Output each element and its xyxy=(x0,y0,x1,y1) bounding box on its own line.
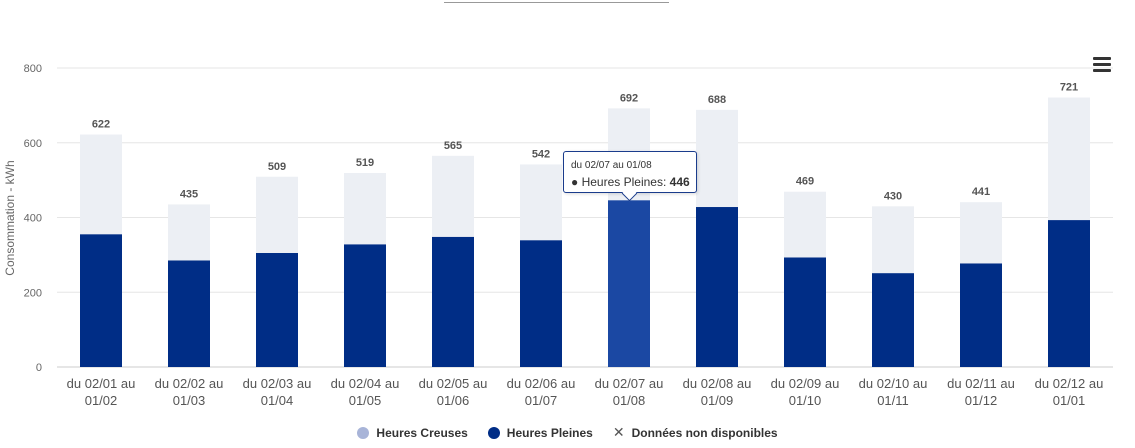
x-category-label: 01/07 xyxy=(525,393,558,408)
bar-heures-pleines[interactable] xyxy=(256,253,298,367)
bar-heures-creuses[interactable] xyxy=(256,176,298,254)
bar-heures-creuses[interactable] xyxy=(960,202,1002,264)
bar-total-label: 692 xyxy=(620,92,638,104)
bar-total-label: 430 xyxy=(884,190,902,202)
x-category-label: du 02/08 au xyxy=(683,376,752,391)
bar-heures-pleines[interactable] xyxy=(872,273,914,367)
x-category-label: 01/12 xyxy=(965,393,998,408)
bar-heures-creuses[interactable] xyxy=(1048,97,1090,221)
bars xyxy=(80,97,1090,367)
tooltip-bullet: ● xyxy=(571,175,579,189)
legend: Heures Creuses Heures Pleines ✕ Données … xyxy=(0,424,1135,441)
y-tick-label: 600 xyxy=(24,138,42,150)
x-category-label: 01/10 xyxy=(789,393,822,408)
bar-heures-pleines[interactable] xyxy=(344,244,386,367)
bar-heures-creuses[interactable] xyxy=(344,173,386,245)
bar-heures-pleines[interactable] xyxy=(168,260,210,367)
tooltip-title: du 02/07 au 01/08 xyxy=(571,160,652,171)
x-icon: ✕ xyxy=(612,424,625,440)
bar-heures-creuses[interactable] xyxy=(696,109,738,208)
bar-total-label: 688 xyxy=(708,94,726,106)
x-category-label: du 02/12 au xyxy=(1035,376,1104,391)
bar-total-label: 519 xyxy=(356,157,374,169)
tooltip-series-name: Heures Pleines xyxy=(581,175,663,189)
y-tick-label: 400 xyxy=(24,213,42,225)
hamburger-menu-icon[interactable] xyxy=(1093,57,1111,73)
bar-total-label: 721 xyxy=(1060,82,1078,94)
legend-label-unavailable: Données non disponibles xyxy=(631,425,778,440)
bar-heures-creuses[interactable] xyxy=(872,206,914,274)
x-category-label: du 02/09 au xyxy=(771,376,840,391)
bar-heures-pleines[interactable] xyxy=(520,240,562,367)
x-category-label: 01/01 xyxy=(1053,393,1086,408)
legend-dot-pleines xyxy=(487,426,500,439)
tooltip-line: ● Heures Pleines: 446 xyxy=(571,175,690,189)
legend-item-donnees-non-disponibles[interactable]: ✕ Données non disponibles xyxy=(613,424,778,441)
bar-heures-creuses[interactable] xyxy=(784,191,826,258)
x-category-label: 01/03 xyxy=(173,393,206,408)
x-category-label: du 02/04 au xyxy=(331,376,400,391)
legend-label-creuses: Heures Creuses xyxy=(376,425,468,440)
x-category-label: du 02/07 au xyxy=(595,376,664,391)
bar-total-label: 435 xyxy=(180,188,198,200)
y-tick-label: 800 xyxy=(24,63,42,75)
bar-heures-pleines[interactable] xyxy=(80,234,122,367)
bar-total-label: 542 xyxy=(532,148,550,160)
x-category-label: 01/04 xyxy=(261,393,294,408)
bar-heures-creuses[interactable] xyxy=(80,134,122,235)
y-tick-label: 200 xyxy=(24,287,42,299)
x-category-label: 01/06 xyxy=(437,393,470,408)
bar-heures-creuses[interactable] xyxy=(520,164,562,241)
bar-heures-pleines[interactable] xyxy=(696,207,738,367)
x-category-label: du 02/02 au xyxy=(155,376,224,391)
x-category-label: 01/08 xyxy=(613,393,646,408)
bar-heures-pleines[interactable] xyxy=(960,263,1002,367)
x-category-label: du 02/06 au xyxy=(507,376,576,391)
grid-lines xyxy=(57,67,1113,368)
x-category-label: du 02/10 au xyxy=(859,376,928,391)
bar-heures-creuses[interactable] xyxy=(432,155,474,237)
y-axis-ticks: 0 200 400 600 800 xyxy=(24,63,42,374)
bar-total-label: 622 xyxy=(92,119,110,131)
bar-heures-pleines[interactable] xyxy=(784,257,826,367)
legend-label-pleines: Heures Pleines xyxy=(506,425,593,440)
x-category-label: 01/02 xyxy=(85,393,118,408)
x-category-label: du 02/05 au xyxy=(419,376,488,391)
tooltip: du 02/07 au 01/08 ● Heures Pleines: 446 xyxy=(563,151,697,193)
x-category-label: 01/09 xyxy=(701,393,734,408)
bar-heures-pleines[interactable] xyxy=(608,200,650,367)
top-divider xyxy=(444,2,669,3)
bar-heures-creuses[interactable] xyxy=(168,204,210,261)
x-axis-categories: du 02/01 au 01/02 du 02/02 au 01/03 du 02/03… xyxy=(67,376,1104,408)
bar-total-label: 441 xyxy=(972,186,990,198)
x-category-label: 01/11 xyxy=(877,393,909,408)
x-category-label: du 02/11 au xyxy=(947,376,1015,391)
bar-total-label: 565 xyxy=(444,140,462,152)
bar-heures-pleines[interactable] xyxy=(432,236,474,367)
bar-total-label: 469 xyxy=(796,176,814,188)
tooltip-value: 446 xyxy=(669,175,690,189)
x-category-label: du 02/03 au xyxy=(243,376,312,391)
x-category-label: 01/05 xyxy=(349,393,382,408)
bar-total-label: 509 xyxy=(268,161,286,173)
legend-dot-creuses xyxy=(357,426,370,439)
y-axis-title: Consommation - kWh xyxy=(3,160,17,275)
data-labels: 622 435 509 519 565 542 692 688 469 430 441 721 xyxy=(92,82,1078,203)
y-tick-label: 0 xyxy=(36,362,42,374)
bar-heures-pleines[interactable] xyxy=(1048,220,1090,367)
legend-item-heures-pleines[interactable]: Heures Pleines xyxy=(487,425,593,440)
x-category-label: du 02/01 au xyxy=(67,376,136,391)
legend-item-heures-creuses[interactable]: Heures Creuses xyxy=(357,425,468,440)
